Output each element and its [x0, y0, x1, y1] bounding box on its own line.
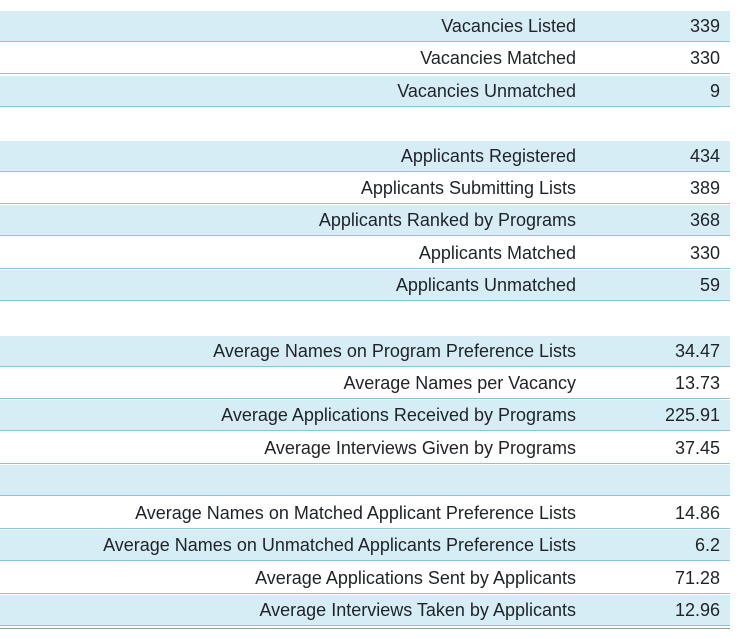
row-value: 6.2 [694, 534, 720, 555]
row-value: 71.28 [674, 567, 720, 588]
row-value: 368 [689, 209, 720, 230]
row-value: 389 [689, 177, 720, 198]
row-label: Applicants Ranked by Programs [318, 209, 576, 230]
table-row: Average Interviews Given by Programs 37.… [0, 433, 730, 464]
row-value: 34.47 [674, 340, 720, 361]
table-row: Average Applications Received by Program… [0, 400, 730, 431]
table-row: Average Names on Matched Applicant Prefe… [0, 498, 730, 529]
row-value: 330 [689, 47, 720, 68]
row-label: Applicants Matched [418, 242, 576, 263]
row-label: Average Applications Sent by Applicants [255, 567, 576, 588]
row-value: 339 [689, 15, 720, 36]
spacer-row [0, 108, 730, 139]
row-label: Average Interviews Given by Programs [264, 437, 576, 458]
row-value: 14.86 [674, 502, 720, 523]
row-label: Applicants Unmatched [395, 274, 576, 295]
table-row: Vacancies Matched 330 [0, 43, 730, 74]
row-label: Average Names on Program Preference List… [213, 340, 576, 361]
row-label: Average Names on Matched Applicant Prefe… [135, 502, 576, 523]
row-label: Average Interviews Taken by Applicants [259, 599, 576, 620]
table-row: Applicants Registered 434 [0, 141, 730, 172]
row-label: Average Names per Vacancy [343, 372, 576, 393]
row-value: 37.45 [674, 437, 720, 458]
row-label: Average Names on Unmatched Applicants Pr… [103, 534, 576, 555]
row-label: Applicants Registered [400, 145, 576, 166]
row-value: 12.96 [674, 599, 720, 620]
table-row: Vacancies Listed 339 [0, 11, 730, 42]
table-row: Average Names on Unmatched Applicants Pr… [0, 530, 730, 561]
table-row: Average Names per Vacancy 13.73 [0, 368, 730, 399]
table-row: Applicants Unmatched 59 [0, 270, 730, 301]
table-row: Applicants Ranked by Programs 368 [0, 205, 730, 236]
table-row: Applicants Matched 330 [0, 238, 730, 269]
row-label: Vacancies Matched [420, 47, 576, 68]
row-label: Average Applications Received by Program… [221, 404, 576, 425]
row-value: 434 [689, 145, 720, 166]
row-value: 225.91 [664, 404, 720, 425]
spacer-row [0, 303, 730, 334]
table-row: Vacancies Unmatched 9 [0, 76, 730, 107]
row-value: 13.73 [674, 372, 720, 393]
row-label: Vacancies Listed [441, 15, 576, 36]
table-row: Applicants Submitting Lists 389 [0, 173, 730, 204]
row-value: 9 [709, 80, 720, 101]
table-bottom-rule [0, 628, 730, 629]
row-value: 330 [689, 242, 720, 263]
row-label: Applicants Submitting Lists [360, 177, 576, 198]
row-label: Vacancies Unmatched [397, 80, 576, 101]
table-row: Average Interviews Taken by Applicants 1… [0, 595, 730, 626]
table-row: Average Names on Program Preference List… [0, 336, 730, 367]
row-value: 59 [699, 274, 720, 295]
spacer-row [0, 465, 730, 496]
table-row: Average Applications Sent by Applicants … [0, 563, 730, 594]
